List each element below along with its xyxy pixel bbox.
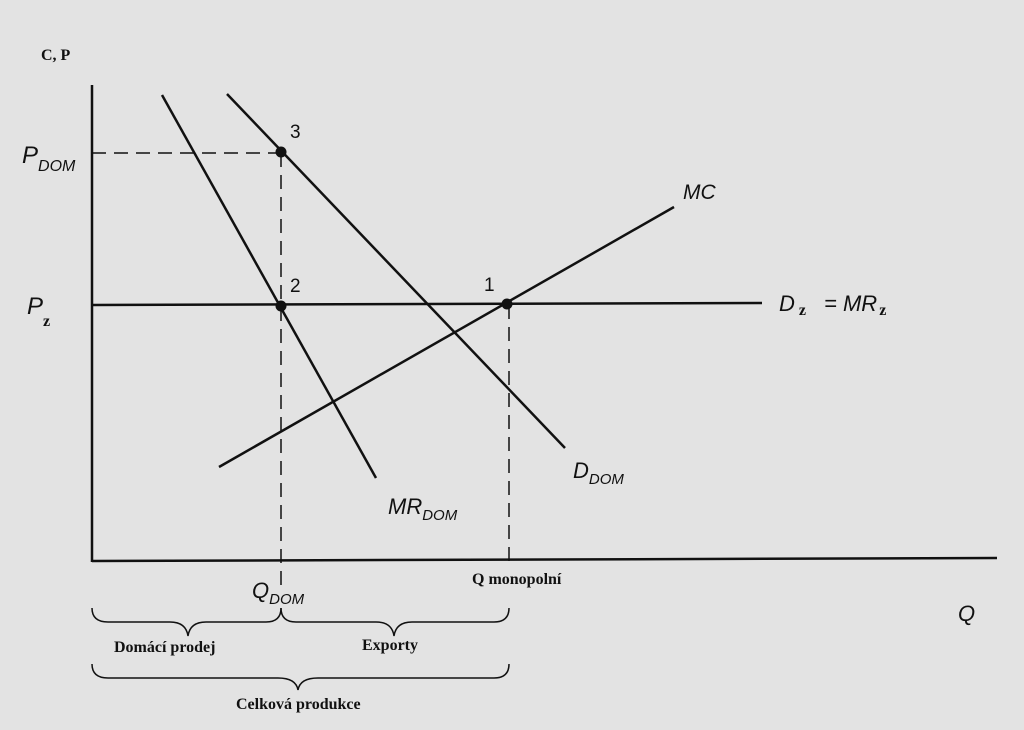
x-axis-label: Q <box>958 601 975 626</box>
exports-label: Exporty <box>362 637 418 654</box>
point-1-dot <box>501 298 513 310</box>
domestic-sales-label: Domácí prodej <box>114 639 215 656</box>
q-monopoly-label: Q monopolní <box>472 571 562 588</box>
p-z-label: Pz <box>27 293 50 330</box>
total-production-brace <box>91 663 510 691</box>
q-dom-label: QDOM <box>252 578 305 608</box>
total-production-label: Celková produkce <box>236 696 361 713</box>
point-2-label: 2 <box>290 276 301 297</box>
point-2-dot <box>275 300 287 312</box>
d-dom-label: DDOM <box>573 458 624 488</box>
mr-dom-label: MRDOM <box>388 494 458 524</box>
y-axis-label: C, P <box>41 47 71 64</box>
mr-dom-line <box>160 94 378 479</box>
mc-line <box>218 205 675 469</box>
point-3-dot <box>275 146 287 158</box>
p-dom-label: PDOM <box>22 142 76 175</box>
d-dom-line <box>226 93 566 449</box>
domestic-sales-brace <box>91 607 282 637</box>
point-3-label: 3 <box>290 122 301 143</box>
point-1-label: 1 <box>484 275 495 296</box>
exports-brace <box>280 607 510 637</box>
x-axis <box>91 556 998 563</box>
mc-label: MC <box>683 181 716 204</box>
